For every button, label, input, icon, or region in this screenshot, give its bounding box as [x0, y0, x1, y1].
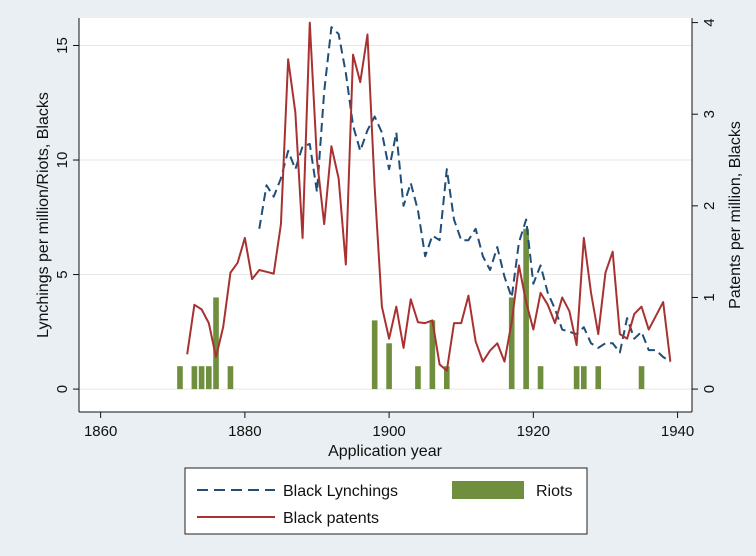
legend-label-lynchings: Black Lynchings — [283, 483, 398, 500]
y-right-tick-label-1: 1 — [701, 293, 718, 301]
riot-bar-1921 — [537, 366, 544, 390]
riot-bar-1929 — [595, 366, 602, 390]
legend-box — [184, 467, 588, 535]
riot-bar-1871 — [177, 366, 183, 390]
x-tick-label-1900: 1900 — [372, 423, 405, 440]
y-left-tick-label-15: 15 — [54, 37, 71, 54]
y-right-axis-title: Patents per million, Blacks — [727, 121, 744, 309]
legend-label-patents: Black patents — [283, 510, 379, 527]
riot-bar-1874 — [198, 366, 205, 390]
x-tick-label-1860: 1860 — [84, 423, 117, 440]
riot-bar-1919 — [523, 228, 529, 390]
riot-bar-1927 — [581, 366, 587, 390]
y-right-tick-label-2: 2 — [701, 202, 718, 210]
y-left-tick-label-10: 10 — [54, 152, 71, 169]
y-left-tick-label-0: 0 — [54, 385, 71, 393]
series-line-black-patents — [186, 21, 672, 372]
riots-bars — [177, 228, 645, 390]
series-lines — [186, 21, 672, 372]
riot-bar-1917 — [508, 297, 515, 390]
y-right-tick-label-4: 4 — [701, 18, 718, 26]
riot-bar-1875 — [205, 366, 212, 390]
riot-bar-1926 — [573, 366, 580, 390]
riot-bar-1873 — [191, 366, 198, 390]
riot-bar-1878 — [227, 366, 234, 390]
riot-bar-1898 — [371, 320, 378, 390]
series-line-black-lynchings — [258, 26, 671, 363]
legend: Black Lynchings Riots Black patents — [184, 467, 588, 535]
x-tick-label-1880: 1880 — [228, 423, 261, 440]
x-axis-title: Application year — [328, 443, 443, 460]
legend-swatch-riots — [452, 481, 524, 499]
y-left-tick-label-5: 5 — [54, 270, 71, 278]
y-right-tick-label-0: 0 — [701, 385, 718, 393]
riot-bar-1876 — [213, 297, 219, 390]
x-tick-label-1940: 1940 — [661, 423, 694, 440]
y-left-axis-title: Lynchings per million/Riots, Blacks — [35, 92, 52, 338]
riot-bar-1906 — [429, 320, 436, 390]
legend-label-riots: Riots — [536, 483, 572, 500]
riot-bar-1908 — [443, 366, 450, 390]
riot-bar-1904 — [415, 366, 421, 390]
riot-bar-1935 — [638, 366, 645, 390]
x-tick-label-1920: 1920 — [517, 423, 550, 440]
y-right-tick-label-3: 3 — [701, 110, 718, 118]
plot-area — [79, 18, 692, 412]
y-left-axis-ticks: 0 5 10 15 — [54, 37, 79, 393]
y-right-axis-ticks: 0 1 2 3 4 — [692, 18, 718, 393]
x-axis-ticks: 1860 1880 1900 1920 1940 — [84, 412, 694, 440]
riot-bar-1900 — [386, 343, 392, 390]
